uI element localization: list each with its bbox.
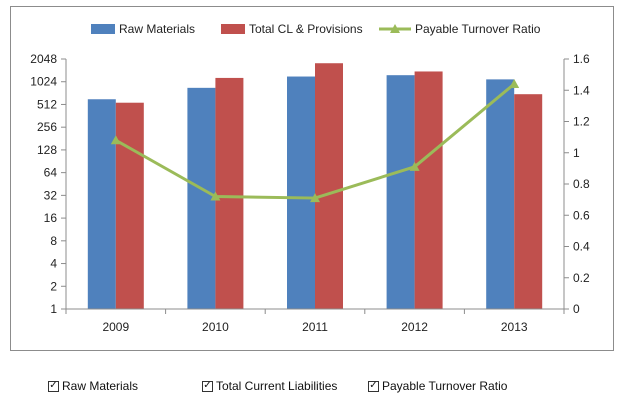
toggle-raw-materials[interactable]: ✓ Raw Materials — [48, 376, 138, 396]
x-tick-label: 2013 — [501, 320, 528, 334]
x-tick-label: 2009 — [102, 320, 129, 334]
toggle-payable-turnover-ratio[interactable]: ✓ Payable Turnover Ratio — [368, 376, 507, 396]
triangle-marker — [409, 161, 420, 171]
right-tick-label: 1.6 — [573, 52, 590, 66]
bar — [414, 71, 443, 309]
right-axis: 0 0.2 0.4 0.6 0.8 1 1.2 1.4 1.6 — [563, 52, 590, 316]
bar — [115, 102, 144, 309]
toggle-label: Total Current Liabilities — [216, 379, 338, 393]
bar — [287, 76, 315, 309]
legend-label: Payable Turnover Ratio — [415, 22, 541, 36]
x-axis: 2009 2010 2011 2012 2013 — [65, 308, 565, 334]
legend-marker — [390, 24, 400, 33]
right-tick-label: 0.8 — [573, 177, 590, 191]
x-tick-label: 2012 — [401, 320, 428, 334]
checkbox-raw-materials[interactable]: ✓ — [48, 380, 59, 392]
line-series — [110, 79, 520, 203]
left-tick-label: 2048 — [30, 52, 57, 66]
triangle-marker — [310, 193, 320, 203]
x-tick-label: 2010 — [202, 320, 229, 334]
right-tick-label: 0.2 — [573, 271, 590, 285]
toggle-label: Raw Materials — [62, 379, 139, 393]
bar — [215, 77, 244, 309]
x-tick-label: 2011 — [302, 320, 328, 334]
left-tick-label: 2 — [50, 279, 57, 293]
triangle-marker — [210, 191, 221, 201]
left-tick-label: 512 — [37, 97, 57, 111]
left-tick-label: 8 — [50, 234, 57, 248]
legend-label: Total CL & Provisions — [249, 22, 363, 36]
chart-legend: Raw Materials Total CL & Provisions Payabl… — [91, 22, 541, 36]
left-tick-label: 1024 — [30, 75, 57, 89]
right-tick-label: 1.2 — [573, 115, 590, 129]
series-toggles: ✓ Raw Materials ✓ Total Current Liabilit… — [0, 376, 628, 398]
right-tick-label: 0.6 — [573, 208, 590, 222]
legend-swatch — [91, 24, 115, 34]
bar-series — [87, 63, 543, 310]
triangle-marker — [110, 135, 121, 145]
legend-label: Raw Materials — [119, 22, 195, 36]
triangle-marker — [509, 79, 520, 88]
bar — [315, 63, 343, 310]
left-tick-label: 64 — [44, 166, 58, 180]
checkbox-payable-turnover-ratio[interactable]: ✓ — [368, 380, 379, 392]
left-tick-label: 128 — [37, 143, 57, 157]
left-axis: 1 2 4 8 16 32 64 128 256 512 1024 2048 — [30, 52, 67, 316]
legend-swatch — [221, 24, 245, 34]
bar — [514, 94, 543, 310]
left-tick-label: 1 — [50, 302, 57, 316]
left-tick-label: 4 — [50, 257, 57, 271]
right-tick-label: 1 — [573, 146, 580, 160]
left-tick-label: 16 — [44, 211, 58, 225]
left-tick-label: 32 — [44, 188, 58, 202]
left-tick-label: 256 — [37, 120, 57, 134]
toggle-label: Payable Turnover Ratio — [382, 379, 508, 393]
right-tick-label: 0.4 — [573, 240, 590, 254]
bar — [386, 75, 415, 309]
right-tick-label: 1.4 — [573, 83, 590, 97]
checkbox-total-current-liabilities[interactable]: ✓ — [202, 380, 213, 392]
toggle-total-current-liabilities[interactable]: ✓ Total Current Liabilities — [202, 376, 337, 396]
bar — [187, 87, 216, 310]
right-tick-label: 0 — [573, 302, 580, 316]
bar — [486, 79, 515, 309]
combo-chart: Raw Materials Total CL & Provisions Payabl… — [30, 22, 590, 334]
bar — [87, 99, 116, 309]
chart-area: Raw Materials Total CL & Provisions Payabl… — [10, 6, 614, 351]
